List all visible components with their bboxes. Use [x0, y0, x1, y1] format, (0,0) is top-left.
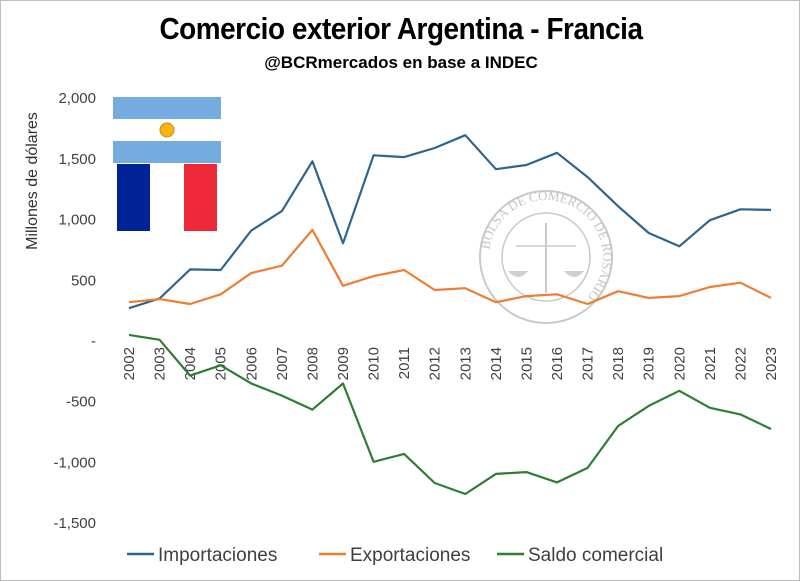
- y-axis-label: Millones de dólares: [24, 112, 41, 250]
- x-tick-label: 2017: [580, 347, 597, 380]
- flag-france-blue: [117, 164, 150, 231]
- y-tick-label: 2,000: [58, 90, 96, 107]
- x-tick-label: 2010: [366, 347, 383, 380]
- flag-france-red: [184, 164, 217, 231]
- x-tick-label: 2012: [427, 347, 444, 380]
- x-tick-label: 2023: [763, 347, 780, 380]
- x-tick-label: 2007: [274, 347, 291, 380]
- legend-label: Importaciones: [158, 545, 277, 566]
- legend-label: Saldo comercial: [528, 545, 663, 566]
- chart-title: Comercio exterior Argentina - Francia: [159, 11, 643, 46]
- x-tick-label: 2014: [488, 347, 505, 380]
- x-tick-label: 2019: [641, 347, 658, 380]
- y-tick-label: 1,000: [58, 212, 96, 229]
- x-tick-label: 2021: [702, 347, 719, 380]
- x-tick-label: 2011: [396, 347, 413, 379]
- y-tick-label: -500: [66, 394, 96, 411]
- x-tick-label: 2013: [457, 347, 474, 380]
- seal-outer-ring: [479, 190, 613, 324]
- series-line-exportaciones: [128, 228, 772, 306]
- x-tick-label: 2020: [671, 347, 688, 380]
- chart-subtitle: @BCRmercados en base a INDEC: [264, 53, 538, 72]
- x-tick-label: 2018: [610, 347, 627, 380]
- seal-inner-ring: [501, 212, 591, 302]
- y-tick-label: 500: [71, 272, 96, 289]
- legend-label: Exportaciones: [350, 545, 470, 566]
- x-tick-label: 2016: [549, 347, 566, 380]
- y-tick-label: -1,500: [53, 515, 96, 532]
- seal-scale-pans: [508, 271, 584, 277]
- y-tick-label: -: [91, 333, 96, 350]
- x-tick-label: 2015: [518, 347, 535, 380]
- x-tick-label: 2008: [304, 347, 321, 380]
- flag-france-white: [150, 164, 184, 231]
- x-tick-label: 2003: [152, 347, 169, 380]
- x-tick-label: 2005: [213, 347, 230, 380]
- x-tick-label: 2009: [335, 347, 352, 380]
- x-tick-label: 2022: [732, 347, 749, 380]
- series-line-saldo-comercial: [128, 333, 772, 496]
- flag-argentina-top-stripe: [113, 97, 221, 119]
- flag-argentina-bottom-stripe: [113, 141, 221, 163]
- x-tick-label: 2002: [121, 347, 138, 380]
- x-tick-label: 2006: [243, 347, 260, 380]
- y-tick-label: 1,500: [58, 151, 96, 168]
- y-tick-label: -1,000: [53, 454, 96, 471]
- flag-argentina-sun-icon: [159, 122, 175, 138]
- series-line-importaciones: [128, 134, 772, 310]
